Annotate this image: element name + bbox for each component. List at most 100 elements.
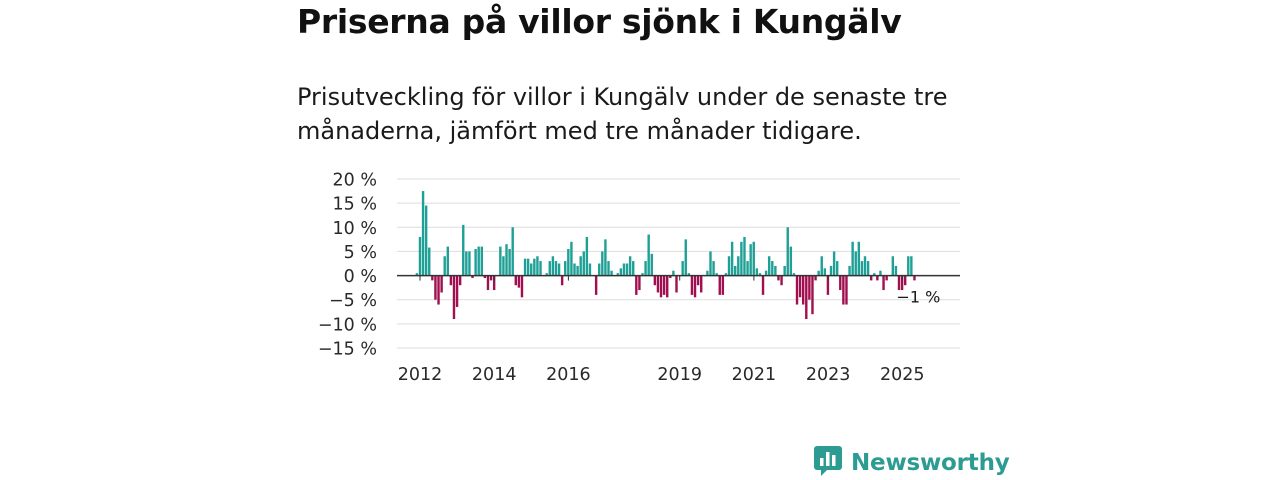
bar	[492, 275, 496, 291]
bar	[774, 265, 777, 276]
y-axis-ticks: 20 % 15 % 10 % 5 % 0 % −5 % −10 % −15 %	[318, 171, 377, 360]
x-tick-label: 2023	[806, 365, 851, 385]
bar	[570, 241, 573, 276]
bar	[421, 191, 425, 276]
bar	[842, 275, 845, 305]
bar	[557, 263, 561, 276]
bar	[712, 261, 715, 276]
bar	[801, 275, 805, 305]
bar	[514, 275, 517, 286]
bar	[718, 275, 721, 295]
bar	[508, 249, 511, 276]
y-tick-label: 10 %	[333, 219, 377, 239]
bar	[693, 275, 697, 298]
gridlines	[397, 178, 960, 349]
bar	[851, 241, 854, 276]
bar	[588, 263, 592, 276]
bar	[536, 256, 539, 276]
brand-name: Newsworthy	[851, 450, 1010, 476]
y-tick-label: −5 %	[329, 291, 377, 311]
bar	[783, 265, 786, 276]
bar	[644, 261, 647, 276]
bar	[511, 227, 514, 276]
bar	[900, 275, 904, 291]
bar	[465, 251, 468, 276]
bar	[486, 275, 490, 291]
x-tick-label: 2021	[732, 365, 777, 385]
bar	[823, 268, 827, 276]
bar	[483, 275, 487, 278]
bar	[533, 258, 536, 276]
bar	[752, 241, 755, 276]
chart-subtitle: Prisutveckling för villor i Kungälv unde…	[297, 83, 948, 145]
bar	[598, 263, 601, 276]
bar	[594, 275, 598, 295]
bar	[805, 275, 808, 320]
bar	[873, 273, 876, 276]
bar	[808, 275, 811, 300]
bar	[650, 253, 653, 276]
y-tick-label: 5 %	[344, 243, 377, 263]
bar	[681, 261, 684, 276]
bar	[477, 246, 480, 276]
bar	[662, 275, 666, 295]
bar	[755, 268, 759, 276]
bar	[567, 249, 570, 276]
bar	[573, 263, 576, 276]
bar	[869, 275, 873, 281]
bar	[857, 241, 861, 276]
bar	[879, 270, 882, 276]
bar	[866, 261, 870, 276]
bar	[767, 256, 771, 276]
bar	[706, 270, 709, 276]
bar	[428, 247, 431, 276]
bar	[669, 275, 672, 278]
bar	[585, 236, 589, 276]
bars	[415, 191, 916, 320]
bar	[764, 270, 768, 276]
bar	[832, 251, 836, 276]
bar	[424, 205, 428, 276]
bar	[709, 251, 712, 276]
bar	[635, 275, 638, 295]
bar	[437, 275, 440, 305]
bar	[458, 275, 462, 286]
bar	[434, 275, 437, 300]
bar	[863, 256, 867, 276]
chart-title: Priserna på villor sjönk i Kungälv	[297, 2, 902, 41]
bar	[826, 275, 830, 295]
newsworthy-brand: Newsworthy	[814, 446, 1010, 480]
bar	[610, 270, 613, 276]
y-tick-label: 0 %	[344, 267, 377, 287]
bar	[848, 265, 851, 276]
bar	[539, 261, 542, 276]
bar	[885, 275, 888, 281]
bar	[690, 275, 694, 295]
bar	[845, 275, 848, 305]
bar	[897, 275, 901, 291]
bar	[554, 261, 558, 276]
last-value-label: −1 %	[896, 287, 940, 306]
bar	[758, 273, 762, 276]
bar	[817, 270, 820, 276]
bar	[622, 263, 626, 276]
bar	[684, 239, 687, 276]
bar	[431, 275, 434, 281]
bar	[468, 251, 471, 276]
bar	[721, 275, 725, 295]
bar	[910, 256, 913, 276]
bar	[835, 261, 839, 276]
bar	[675, 275, 678, 293]
bar	[687, 273, 691, 276]
x-tick-label: 2014	[472, 365, 517, 385]
bar	[545, 273, 548, 276]
bar	[415, 273, 419, 276]
bar	[672, 270, 675, 276]
bar	[632, 261, 635, 276]
y-tick-label: 20 %	[333, 171, 377, 191]
bar	[814, 275, 817, 281]
bar	[418, 236, 422, 276]
bar	[811, 275, 814, 315]
bar	[474, 249, 477, 276]
bar	[560, 275, 564, 286]
